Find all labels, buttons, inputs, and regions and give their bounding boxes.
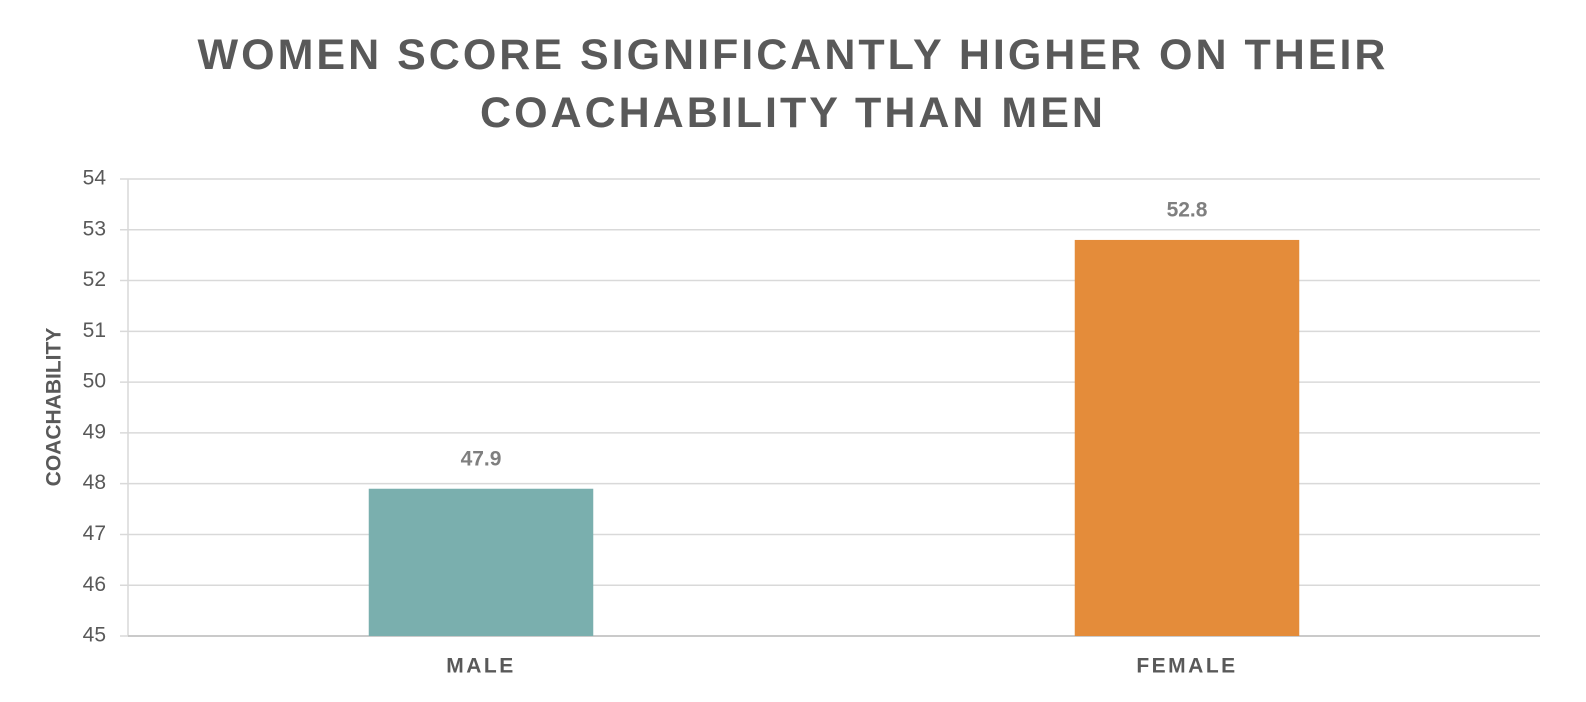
bar	[368, 488, 594, 636]
y-tick-label: 52	[83, 268, 106, 291]
x-tick-label: FEMALE	[1136, 655, 1237, 678]
y-tick-label: 45	[83, 624, 106, 647]
value-label: 52.8	[1167, 198, 1208, 221]
y-axis-label: COACHABILITY	[43, 328, 66, 487]
value-label: 47.9	[461, 447, 502, 470]
bar	[1074, 239, 1300, 636]
y-tick-label: 50	[83, 370, 106, 393]
y-tick-label: 51	[83, 319, 106, 342]
x-tick-label: MALE	[446, 655, 516, 678]
chart-title: WOMEN SCORE SIGNIFICANTLY HIGHER ON THEI…	[197, 31, 1389, 137]
y-tick-label: 54	[83, 167, 107, 190]
y-tick-label: 49	[83, 420, 106, 443]
y-tick-label: 46	[83, 573, 106, 596]
y-tick-label: 48	[83, 471, 106, 494]
y-tick-label: 47	[83, 522, 106, 545]
y-tick-label: 53	[83, 217, 106, 240]
